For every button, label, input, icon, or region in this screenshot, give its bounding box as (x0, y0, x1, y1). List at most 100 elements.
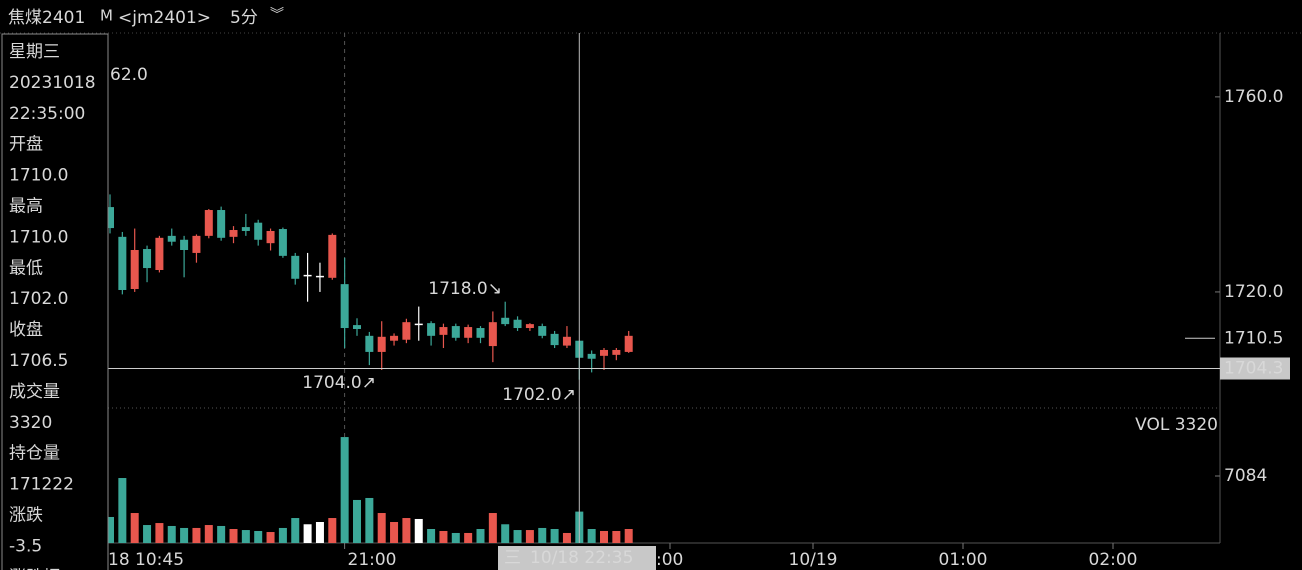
candle-body (612, 349, 621, 355)
x-tick-label: 21:00 (348, 550, 397, 570)
volume-tick-label: 7084 (1224, 466, 1267, 486)
candle-body (402, 322, 411, 340)
info-row: 3320 (9, 413, 52, 433)
info-row: 1710.0 (9, 166, 68, 186)
info-row: 171222 (9, 475, 74, 495)
candle-body (525, 324, 534, 329)
candle-body (353, 325, 361, 330)
price-annotation: 1718.0↘ (428, 279, 502, 299)
volume-bar (612, 530, 621, 543)
info-row: 20231018 (9, 73, 96, 93)
volume-bar (550, 529, 559, 543)
period-expand[interactable]: ︾ (270, 7, 284, 23)
candle-body (488, 322, 497, 347)
candle-body (390, 335, 399, 341)
candle-body (143, 249, 152, 269)
candle-body (278, 229, 287, 256)
period[interactable]: 5分 (230, 8, 258, 28)
candle-body (439, 327, 448, 335)
candle-body (229, 230, 238, 237)
candle-body (340, 284, 349, 329)
candle-body (427, 323, 436, 336)
candle-body (464, 327, 473, 338)
volume-bar (241, 530, 250, 543)
volume-bar (155, 523, 164, 543)
crosshair-time-label: 10/18 22:35 (530, 548, 633, 568)
volume-bar (204, 525, 213, 543)
y-tick-label: 1760.0 (1224, 87, 1283, 107)
volume-bar (464, 532, 473, 543)
volume-bar (513, 530, 522, 543)
candle-body (513, 319, 522, 329)
contract-code[interactable]: <jm2401> (118, 8, 211, 28)
candle-body (377, 336, 386, 352)
info-row: 22:35:00 (9, 104, 85, 124)
volume-bar (167, 525, 176, 543)
candle-body (192, 235, 201, 253)
info-row: 最高 (9, 197, 43, 217)
volume-bar (217, 525, 226, 543)
volume-bar (390, 522, 399, 543)
volume-bar (488, 513, 497, 543)
candle-body (315, 275, 324, 278)
candle-body (217, 210, 226, 238)
crosshair-weekday: 三 (504, 548, 521, 568)
volume-bar (538, 527, 547, 543)
volume-bar (439, 530, 448, 543)
candle-body (451, 326, 460, 338)
volume-bar (229, 529, 238, 543)
volume-bar (587, 529, 596, 543)
x-tick-label: :00 (656, 550, 683, 570)
x-tick-label: 18 10:45 (108, 550, 184, 570)
volume-bar (414, 518, 423, 543)
volume-bar (118, 478, 127, 543)
info-row: 1706.5 (9, 351, 68, 371)
volume-bar (291, 518, 300, 543)
candle-body (365, 335, 374, 352)
volume-bar (303, 524, 312, 543)
info-row: 1710.0 (9, 227, 68, 247)
volume-bar (600, 530, 608, 543)
price-annotation: 62.0 (110, 65, 148, 85)
candle-body (624, 335, 633, 352)
volume-bar (427, 529, 436, 543)
info-row: 1702.0 (9, 289, 68, 309)
info-panel (1, 33, 109, 570)
x-tick-label: 01:00 (939, 550, 988, 570)
volume-bar (130, 513, 139, 543)
crosshair-price-box (1220, 357, 1290, 380)
candle-body (118, 236, 127, 290)
info-row: 星期三 (9, 42, 60, 62)
volume-bar (254, 530, 263, 543)
info-row: 收盘 (9, 320, 43, 340)
candle-body (587, 353, 596, 359)
main-contract-flag: M (100, 7, 113, 25)
symbol[interactable]: 焦煤2401 (8, 8, 85, 28)
candle-body (254, 222, 263, 240)
volume-bar (365, 497, 374, 543)
crosshair-price-label: 1704.3 (1224, 359, 1283, 379)
candle-body (476, 328, 485, 338)
info-row: 涨跌幅 (9, 567, 60, 570)
last-price-label: 1710.5 (1224, 328, 1283, 348)
volume-bar (106, 516, 114, 543)
volume-bar (340, 437, 349, 543)
volume-bar (180, 527, 189, 543)
volume-label: VOL 3320 (1135, 415, 1218, 435)
volume-bar (353, 499, 361, 543)
candle-body (241, 227, 250, 231)
volume-bar (192, 527, 201, 543)
candle-body (106, 207, 114, 229)
volume-bar (525, 530, 534, 543)
volume-bar (328, 518, 337, 543)
candle-body (501, 317, 510, 325)
volume-bar (476, 529, 485, 543)
volume-bar (562, 532, 571, 543)
candle-body (130, 250, 139, 290)
volume-bar (451, 532, 460, 543)
candle-body (180, 239, 189, 251)
candle-body (562, 336, 571, 346)
candle-body (291, 255, 300, 279)
